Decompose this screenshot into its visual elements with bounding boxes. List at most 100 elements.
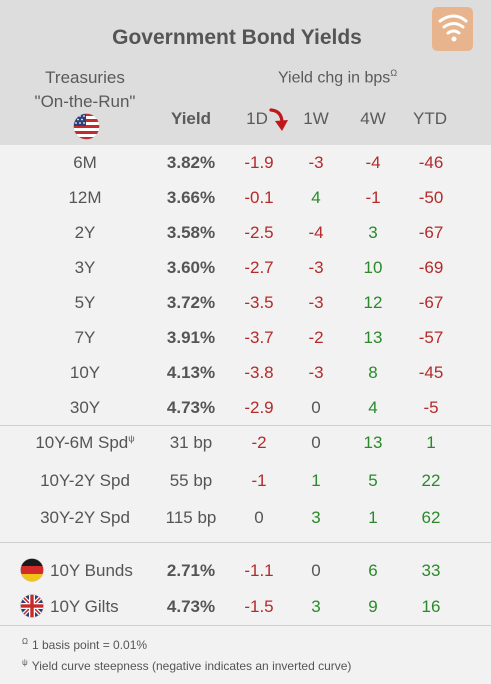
column-header-4w: 4W — [360, 109, 386, 128]
change-4w: 13 — [363, 433, 383, 452]
change-1w: 1 — [311, 471, 321, 490]
divider — [0, 425, 491, 426]
change-ytd: 22 — [421, 471, 441, 490]
curved-down-arrow-icon — [269, 108, 288, 131]
international-row: 10Y Bunds 2.71% -1.1 0 6 33 — [0, 556, 491, 586]
change-1d: -1.1 — [244, 561, 274, 580]
yield-change-header: Yield chg in bpsΩ — [250, 68, 425, 87]
row-label: 12M — [20, 188, 150, 208]
row-label-text: 7Y — [74, 328, 96, 347]
change-1w: -3 — [308, 258, 324, 277]
row-label-text: 10Y Bunds — [50, 561, 133, 580]
yield-value: 3.91% — [166, 328, 216, 347]
change-4w: 12 — [363, 293, 383, 312]
row-label: 10Y Gilts — [50, 597, 140, 617]
change-ytd: -5 — [423, 398, 439, 417]
change-ytd: 62 — [421, 508, 441, 527]
signal-logo-icon — [432, 7, 473, 51]
row-label-text: 10Y Gilts — [50, 597, 119, 616]
international-row: 10Y Gilts 4.73% -1.5 3 9 16 — [0, 592, 491, 622]
row-label: 10Y — [20, 363, 150, 383]
footnote-text: Yield curve steepness (negative indicate… — [31, 659, 352, 673]
row-label: 2Y — [20, 223, 150, 243]
yield-value: 3.72% — [166, 293, 216, 312]
change-ytd: -67 — [418, 223, 444, 242]
row-label-text: 30Y-2Y Spd — [40, 508, 130, 527]
table-row: 6M 3.82% -1.9 -3 -4 -46 — [0, 148, 491, 178]
change-ytd: -50 — [418, 188, 444, 207]
row-label-text: 3Y — [74, 258, 96, 277]
yield-change-label: Yield chg in bps — [277, 69, 391, 87]
change-4w: -1 — [365, 188, 381, 207]
change-1w: 3 — [311, 597, 321, 616]
change-1d: -1.5 — [244, 597, 274, 616]
change-ytd: 1 — [426, 433, 436, 452]
change-1d: 0 — [254, 508, 264, 527]
change-1w: -4 — [308, 223, 324, 242]
row-label: 10Y-2Y Spd — [20, 471, 150, 491]
yield-value: 2.71% — [166, 561, 216, 580]
change-1w: -3 — [308, 363, 324, 382]
yield-value: 4.73% — [166, 597, 216, 616]
yield-value: 3.82% — [166, 153, 216, 172]
change-1w: -2 — [308, 328, 324, 347]
change-ytd: -57 — [418, 328, 444, 347]
footnote-marker: Ω — [22, 637, 28, 646]
change-4w: -4 — [365, 153, 381, 172]
spread-row: 10Y-2Y Spd 55 bp -1 1 5 22 — [0, 466, 491, 496]
change-4w: 6 — [368, 561, 378, 580]
footnote-marker-psi: ψ — [128, 433, 135, 444]
row-label: 10Y-6M Spdψ — [20, 433, 150, 453]
change-1w: 0 — [311, 398, 321, 417]
table-row: 5Y 3.72% -3.5 -3 12 -67 — [0, 288, 491, 318]
column-header-1w: 1W — [303, 109, 329, 128]
change-4w: 9 — [368, 597, 378, 616]
change-1w: 3 — [311, 508, 321, 527]
row-label-text: 10Y-6M Spd — [35, 433, 129, 452]
change-1d: -1 — [251, 471, 267, 490]
treasuries-header: Treasuries "On-the-Run" — [20, 66, 150, 114]
yield-value: 4.73% — [166, 398, 216, 417]
change-4w: 8 — [368, 363, 378, 382]
yield-value: 3.58% — [166, 223, 216, 242]
on-the-run-label: "On-the-Run" — [34, 92, 136, 111]
footnote-marker: ψ — [22, 658, 28, 667]
change-4w: 1 — [368, 508, 378, 527]
page-title: Government Bond Yields — [112, 26, 362, 49]
column-header-1d: 1D — [246, 109, 268, 128]
footnote-text: 1 basis point = 0.01% — [31, 638, 148, 652]
change-ytd: -45 — [418, 363, 444, 382]
footnote-2: ψ Yield curve steepness (negative indicat… — [22, 658, 351, 673]
spread-row: 30Y-2Y Spd 115 bp 0 3 1 62 — [0, 503, 491, 533]
us-flag-icon — [73, 113, 100, 140]
row-label: 10Y Bunds — [50, 561, 140, 581]
divider — [0, 542, 491, 543]
row-label-text: 12M — [68, 188, 102, 207]
change-1w: -3 — [308, 153, 324, 172]
change-1w: 0 — [311, 561, 321, 580]
change-1d: -2.9 — [244, 398, 274, 417]
change-ytd: 16 — [421, 597, 441, 616]
spread-row: 10Y-6M Spdψ 31 bp -2 0 13 1 — [0, 428, 491, 458]
footnote-marker-omega: Ω — [390, 68, 398, 78]
table-row: 30Y 4.73% -2.9 0 4 -5 — [0, 393, 491, 423]
treasuries-label: Treasuries — [45, 68, 125, 87]
table-row: 12M 3.66% -0.1 4 -1 -50 — [0, 183, 491, 213]
row-label: 7Y — [20, 328, 150, 348]
row-label-text: 10Y — [69, 363, 101, 382]
change-1d: -3.5 — [244, 293, 274, 312]
row-label-text: 10Y-2Y Spd — [40, 471, 130, 490]
germany-flag-icon — [20, 558, 44, 582]
row-label: 6M — [20, 153, 150, 173]
row-label: 3Y — [20, 258, 150, 278]
yield-value: 3.60% — [166, 258, 216, 277]
yield-value: 31 bp — [169, 433, 213, 452]
table-row: 2Y 3.58% -2.5 -4 3 -67 — [0, 218, 491, 248]
row-label-text: 2Y — [74, 223, 96, 242]
change-ytd: -69 — [418, 258, 444, 277]
change-1w: -3 — [308, 293, 324, 312]
change-ytd: -46 — [418, 153, 444, 172]
change-ytd: 33 — [421, 561, 441, 580]
